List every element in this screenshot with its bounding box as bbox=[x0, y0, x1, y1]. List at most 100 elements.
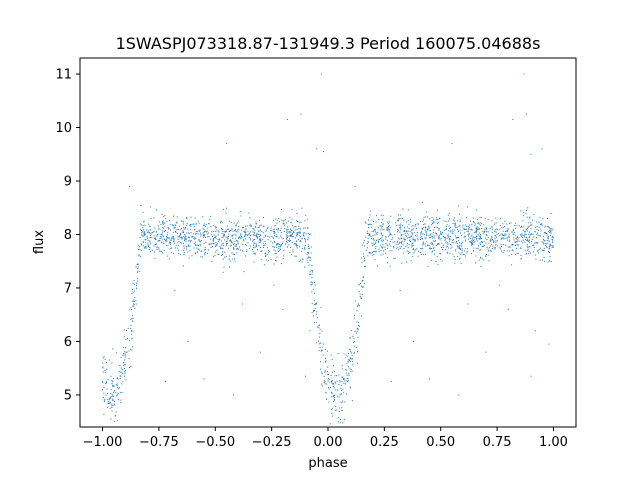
data-point bbox=[254, 252, 256, 254]
data-point bbox=[469, 226, 471, 228]
data-point bbox=[123, 375, 125, 377]
data-point bbox=[225, 212, 227, 214]
data-point bbox=[432, 222, 434, 224]
data-point bbox=[137, 270, 139, 272]
data-point bbox=[180, 242, 182, 244]
data-point bbox=[181, 220, 183, 222]
data-point bbox=[431, 217, 433, 219]
data-point bbox=[259, 238, 261, 240]
data-point bbox=[491, 228, 493, 230]
data-point bbox=[328, 378, 330, 380]
data-point bbox=[533, 244, 535, 246]
data-point bbox=[237, 243, 239, 245]
data-point bbox=[483, 233, 485, 235]
data-point bbox=[191, 236, 193, 238]
data-point bbox=[189, 245, 191, 247]
data-point bbox=[263, 217, 265, 219]
data-point bbox=[401, 246, 403, 248]
data-point bbox=[345, 372, 347, 374]
data-point bbox=[243, 240, 245, 242]
data-point bbox=[106, 381, 108, 383]
data-point bbox=[512, 119, 514, 120]
data-point bbox=[458, 252, 460, 254]
data-point bbox=[516, 236, 518, 238]
data-point bbox=[156, 209, 158, 211]
data-point bbox=[404, 240, 406, 242]
data-point bbox=[124, 364, 126, 366]
data-point bbox=[482, 245, 484, 247]
data-point bbox=[552, 237, 554, 239]
data-point bbox=[403, 248, 405, 249]
data-point bbox=[451, 242, 453, 244]
data-point bbox=[121, 371, 123, 373]
data-point bbox=[305, 214, 307, 216]
data-point bbox=[296, 220, 298, 222]
data-point bbox=[213, 256, 215, 258]
data-point bbox=[464, 235, 466, 237]
data-point bbox=[550, 232, 552, 234]
data-point bbox=[477, 240, 479, 242]
data-point bbox=[163, 222, 165, 224]
data-point bbox=[131, 308, 133, 310]
data-point bbox=[549, 256, 551, 258]
data-point bbox=[400, 218, 402, 220]
data-point bbox=[132, 330, 134, 332]
data-point bbox=[245, 228, 247, 230]
data-point bbox=[125, 339, 127, 341]
data-point bbox=[452, 231, 454, 233]
data-point bbox=[209, 238, 211, 240]
data-point bbox=[362, 253, 364, 255]
data-point bbox=[291, 233, 293, 235]
data-point bbox=[153, 230, 155, 232]
data-point bbox=[144, 224, 146, 226]
data-point bbox=[147, 242, 149, 244]
data-point bbox=[146, 229, 148, 231]
data-point bbox=[103, 392, 105, 394]
data-point bbox=[412, 249, 414, 251]
data-point bbox=[426, 241, 428, 243]
data-point bbox=[226, 240, 228, 242]
data-point bbox=[527, 222, 529, 224]
data-point bbox=[238, 228, 240, 230]
data-point bbox=[155, 231, 157, 233]
data-point bbox=[366, 230, 368, 232]
data-point bbox=[530, 228, 532, 230]
data-point bbox=[352, 358, 354, 360]
data-point bbox=[203, 234, 205, 236]
data-point bbox=[368, 227, 370, 229]
data-point bbox=[298, 225, 300, 227]
data-point bbox=[198, 222, 200, 224]
data-point bbox=[527, 238, 529, 240]
data-point bbox=[371, 254, 373, 256]
data-point bbox=[204, 249, 206, 251]
data-point bbox=[416, 227, 417, 229]
data-point bbox=[500, 244, 502, 246]
data-point bbox=[463, 254, 465, 256]
data-point bbox=[156, 243, 158, 245]
data-point bbox=[339, 393, 341, 395]
data-point bbox=[299, 231, 301, 233]
data-point bbox=[130, 324, 132, 326]
data-point bbox=[536, 221, 538, 223]
data-point bbox=[184, 245, 186, 247]
data-point bbox=[548, 226, 550, 228]
data-point bbox=[273, 233, 275, 235]
data-point bbox=[452, 219, 454, 221]
data-point bbox=[431, 224, 433, 226]
data-point bbox=[217, 234, 219, 236]
data-point bbox=[470, 238, 472, 240]
data-point bbox=[353, 345, 355, 347]
data-point bbox=[453, 217, 455, 219]
data-point bbox=[111, 380, 113, 382]
data-point bbox=[475, 228, 477, 230]
data-point bbox=[118, 388, 120, 390]
data-point bbox=[142, 227, 144, 229]
data-point bbox=[230, 222, 232, 224]
data-point bbox=[380, 249, 382, 251]
data-point bbox=[190, 225, 192, 227]
data-point bbox=[133, 301, 135, 303]
data-point bbox=[196, 247, 198, 249]
data-point bbox=[174, 290, 176, 292]
data-point bbox=[210, 243, 212, 245]
